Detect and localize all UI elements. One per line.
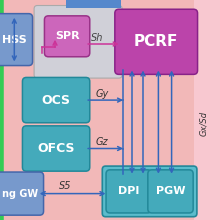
Text: Gy: Gy — [96, 89, 109, 99]
FancyBboxPatch shape — [66, 0, 121, 8]
Text: OFCS: OFCS — [37, 142, 75, 155]
FancyBboxPatch shape — [22, 77, 90, 123]
FancyBboxPatch shape — [0, 172, 44, 215]
Text: Gz: Gz — [96, 137, 108, 147]
Text: HSS: HSS — [2, 35, 27, 45]
FancyBboxPatch shape — [102, 166, 197, 217]
FancyBboxPatch shape — [44, 16, 90, 57]
FancyBboxPatch shape — [148, 170, 193, 213]
FancyBboxPatch shape — [22, 126, 90, 171]
FancyBboxPatch shape — [194, 0, 220, 220]
Text: DPI: DPI — [118, 186, 139, 196]
Text: S5: S5 — [59, 181, 72, 191]
Text: ng GW: ng GW — [2, 189, 38, 199]
FancyBboxPatch shape — [106, 170, 151, 213]
FancyBboxPatch shape — [115, 9, 198, 74]
Text: SPR: SPR — [55, 31, 79, 41]
Text: OCS: OCS — [42, 94, 71, 107]
FancyBboxPatch shape — [34, 6, 122, 78]
Text: PCRF: PCRF — [134, 34, 178, 49]
Text: Gx/Sd: Gx/Sd — [199, 111, 208, 136]
Text: Sh: Sh — [91, 33, 104, 43]
FancyBboxPatch shape — [0, 14, 33, 66]
Text: PGW: PGW — [156, 186, 185, 196]
